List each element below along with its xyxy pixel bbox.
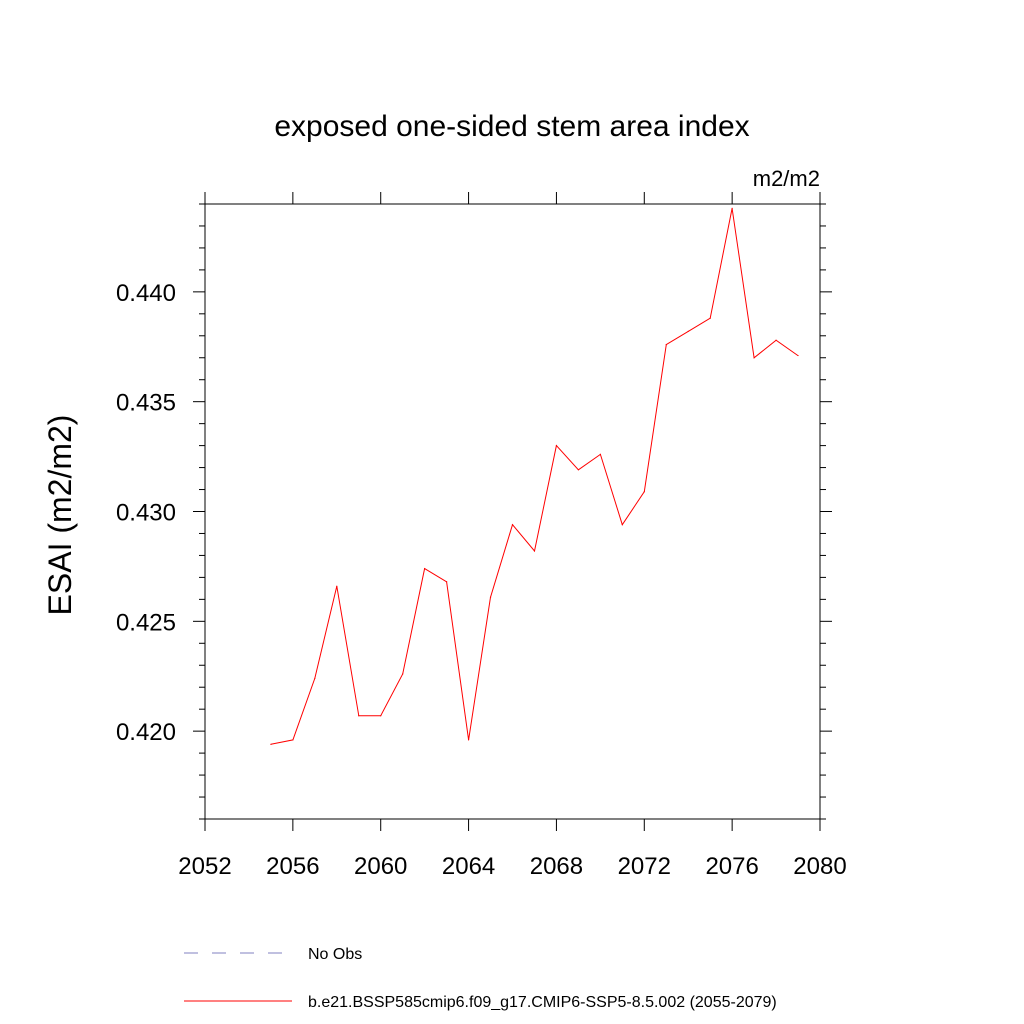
legend-model-label: b.e21.BSSP585cmip6.f09_g17.CMIP6-SSP5-8.… [308,994,777,1011]
x-tick-label: 2080 [793,853,846,880]
data-point [709,317,711,319]
data-point [775,339,777,341]
data-point [731,207,733,209]
x-tick-label: 2068 [530,853,583,880]
data-point [665,343,667,346]
legend: No Obs b.e21.BSSP585cmip6.f09_g17.CMIP6-… [184,946,777,1011]
data-point [577,469,579,471]
y-tick-label: 0.425 [116,609,176,636]
x-tick-label: 2056 [266,853,319,880]
y-tick-label: 0.420 [116,719,176,746]
data-point [467,739,470,741]
data-point [753,357,755,359]
data-point [380,715,382,717]
chart-title: exposed one-sided stem area index [274,110,749,143]
units-label: m2/m2 [753,166,820,191]
data-point [643,491,645,493]
data-point [446,581,448,583]
y-axis-label: ESAI (m2/m2) [42,415,78,616]
x-tick-label: 2072 [618,853,671,880]
data-point [599,453,601,455]
legend-no-obs-label: No Obs [308,946,362,963]
y-tick-label: 0.435 [116,390,176,417]
axis-ticks [193,192,832,831]
data-point [402,673,404,675]
data-point [292,739,294,741]
series-layer [270,207,799,745]
data-point [687,330,689,332]
data-point [555,445,558,447]
data-point [797,354,799,357]
y-tick-label: 0.440 [116,280,176,307]
data-point [424,568,426,570]
x-tick-label: 2052 [178,853,231,880]
series-line [270,208,799,745]
data-point [621,524,623,526]
x-tick-label: 2060 [354,853,407,880]
y-tick-label: 0.430 [116,500,176,527]
data-point [489,596,492,598]
data-point [270,743,272,745]
data-point [336,585,338,587]
data-point [314,677,316,680]
data-point [358,715,360,717]
data-point [533,550,536,552]
tick-labels: 2052 2056 2060 2064 2068 2072 2076 2080 0.420 0.4… [116,280,847,880]
data-point [511,524,514,526]
plot-frame [204,203,821,820]
x-tick-label: 2064 [442,853,495,880]
x-tick-label: 2076 [705,853,758,880]
